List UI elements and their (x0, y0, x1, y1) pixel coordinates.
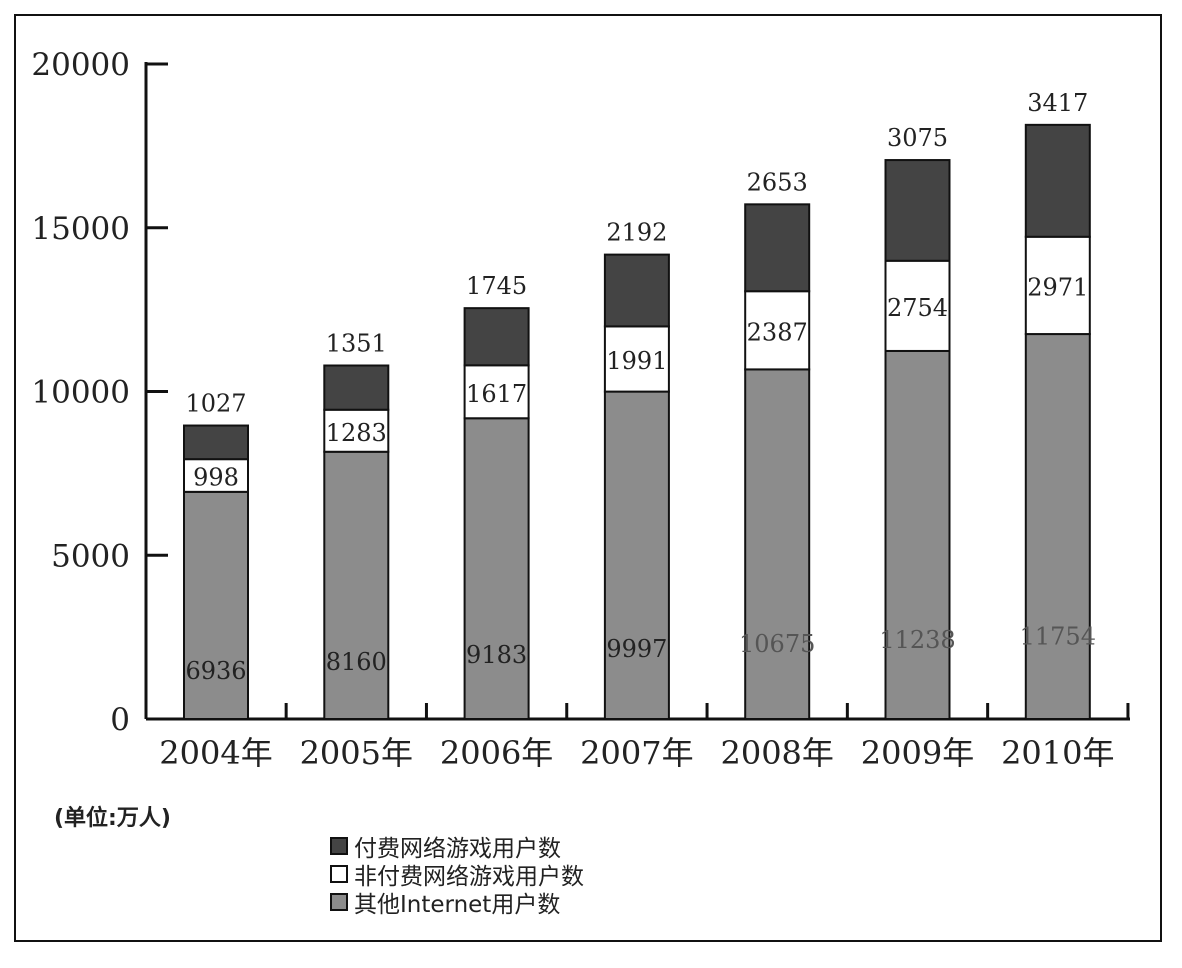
bar-data-label: 1351 (326, 329, 387, 357)
bar-segment (463, 307, 530, 367)
y-tick-label: 20000 (31, 47, 130, 83)
x-tick-label: 2008年 (720, 734, 833, 772)
bar-data-label: 6936 (185, 657, 246, 685)
legend-swatch-paid (330, 837, 348, 855)
bar-data-label: 2653 (747, 168, 808, 196)
bar-data-label: 1991 (606, 347, 667, 375)
bar-segment (323, 364, 390, 411)
bar-data-label: 2192 (606, 219, 667, 247)
bar-data-label: 2387 (747, 318, 808, 346)
bar-segment (183, 424, 249, 461)
x-tick-label: 2004年 (159, 734, 272, 772)
x-tick-label: 2005年 (300, 734, 413, 772)
x-tick-label: 2006年 (440, 734, 553, 772)
bar-segment (744, 290, 811, 371)
y-tick-label: 10000 (31, 375, 130, 411)
legend-label-paid: 付费网络游戏用户数 (354, 836, 561, 862)
x-tick-label: 2009年 (861, 734, 974, 772)
legend-item-paid: 付费网络游戏用户数 (330, 832, 584, 862)
legend-item-other: 其他Internet用户数 (330, 888, 584, 918)
bar-segment (1024, 123, 1091, 238)
bar-data-label: 1283 (326, 419, 387, 447)
bar-segment (744, 368, 811, 720)
legend-label-other: 其他Internet用户数 (354, 892, 561, 918)
bar-segment (603, 253, 670, 328)
legend-item-nonpaid: 非付费网络游戏用户数 (330, 860, 584, 890)
y-tick-label: 0 (110, 702, 130, 738)
bar-data-label: 9997 (606, 635, 667, 663)
y-tick-label: 15000 (31, 211, 130, 247)
bar-segment (183, 490, 249, 721)
bar-segment (183, 458, 249, 493)
legend: 付费网络游戏用户数 非付费网络游戏用户数 其他Internet用户数 (330, 832, 584, 918)
bar-data-label: 1617 (466, 380, 527, 408)
legend-label-nonpaid: 非付费网络游戏用户数 (354, 864, 584, 890)
unit-note: (单位:万人) (54, 806, 171, 831)
bar-segment (603, 325, 670, 393)
y-tick-label: 5000 (51, 538, 130, 574)
bar-data-label: 10675 (739, 630, 815, 658)
x-tick-label: 2010年 (1001, 734, 1114, 772)
bar-segment (744, 203, 811, 293)
bar-data-label: 8160 (326, 648, 387, 676)
bar-segment (884, 259, 951, 352)
x-tick-label: 2007年 (580, 734, 693, 772)
legend-swatch-other (330, 893, 348, 911)
bar-data-label: 2754 (887, 294, 948, 322)
legend-swatch-nonpaid (330, 865, 348, 883)
bar-segment (323, 408, 390, 453)
bar-segment (603, 390, 670, 720)
bar-data-label: 11238 (879, 626, 955, 654)
bar-data-label: 1027 (185, 390, 246, 418)
bar-data-label: 2971 (1027, 273, 1088, 301)
bar-segment (323, 450, 390, 720)
bar-data-label: 11754 (1020, 622, 1096, 650)
bar-segment (884, 159, 951, 262)
bar-segment (463, 417, 530, 720)
bar-data-label: 3075 (887, 124, 948, 152)
bar-data-label: 9183 (466, 641, 527, 669)
bar-data-label: 998 (193, 464, 239, 492)
bar-segment (1024, 333, 1091, 720)
bar-segment (1024, 235, 1091, 336)
bar-segment (463, 364, 530, 420)
bar-segment (884, 349, 951, 720)
bar-data-label: 3417 (1027, 89, 1088, 117)
bar-data-label: 1745 (466, 272, 527, 300)
